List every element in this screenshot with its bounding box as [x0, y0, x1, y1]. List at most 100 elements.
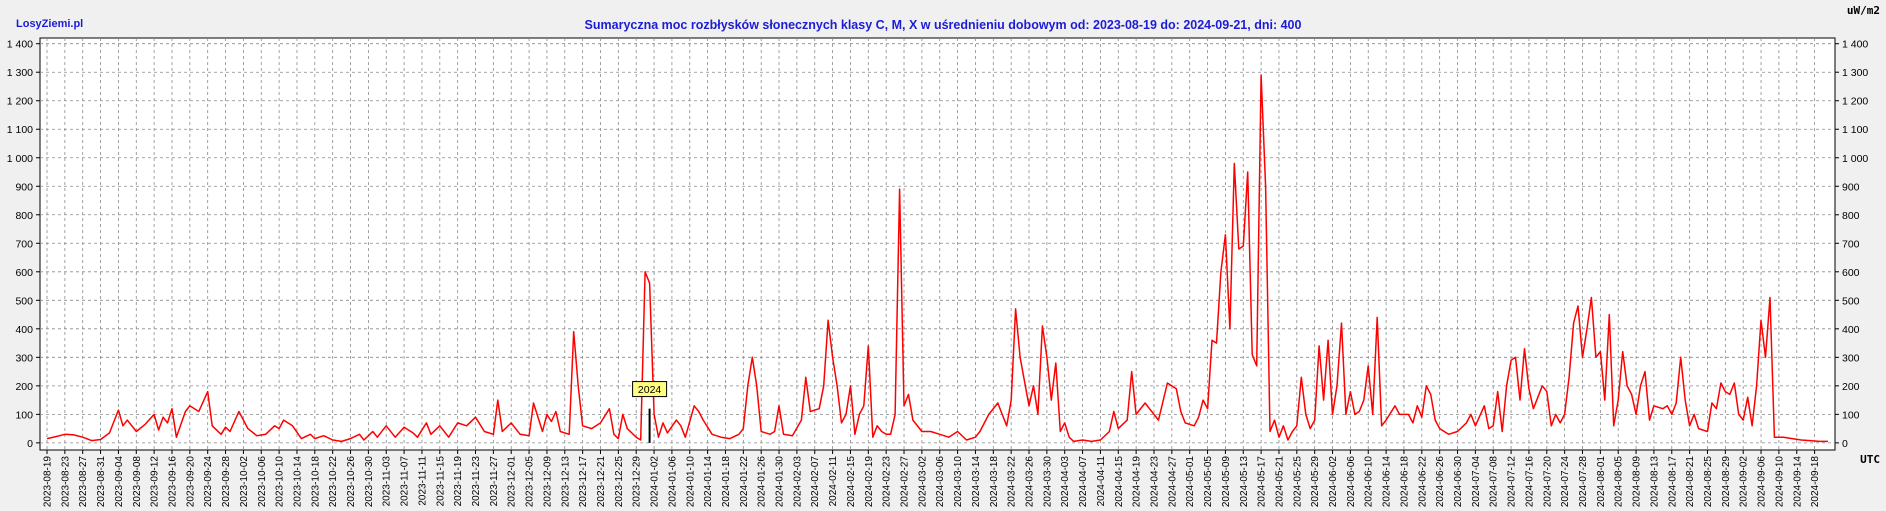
x-tick-label: 2024-01-22 — [739, 456, 750, 508]
x-tick-label: 2024-07-12 — [1507, 456, 1518, 508]
x-tick-label: 2023-10-10 — [275, 456, 286, 508]
x-tick-label: 2024-06-18 — [1399, 456, 1410, 508]
x-tick-label: 2024-05-09 — [1221, 456, 1232, 508]
y-tick-label-left: 700 — [15, 238, 33, 250]
x-tick-label: 2023-11-07 — [400, 456, 411, 507]
x-tick-label: 2023-12-01 — [507, 456, 518, 508]
y-tick-label-left: 1 200 — [7, 96, 33, 108]
x-tick-label: 2024-05-01 — [1185, 456, 1196, 508]
x-tick-label: 2024-09-18 — [1810, 456, 1821, 508]
x-tick-label: 2024-09-14 — [1792, 456, 1803, 508]
y-tick-label-left: 800 — [15, 210, 33, 222]
x-tick-label: 2023-09-20 — [185, 456, 196, 508]
x-tick-label: 2024-06-10 — [1364, 456, 1375, 508]
x-tick-label: 2024-03-10 — [953, 456, 964, 508]
x-tick-label: 2024-01-18 — [721, 456, 732, 508]
x-tick-label: 2023-09-16 — [167, 456, 178, 508]
x-tick-label: 2023-11-27 — [489, 456, 500, 507]
x-tick-label: 2024-06-02 — [1328, 456, 1339, 508]
x-tick-label: 2024-05-29 — [1310, 456, 1321, 508]
y-tick-label-left: 500 — [15, 295, 33, 307]
x-tick-label: 2023-11-11 — [417, 456, 428, 506]
x-tick-label: 2024-08-01 — [1596, 456, 1607, 508]
x-tick-label: 2024-02-15 — [846, 456, 857, 508]
x-tick-label: 2024-01-10 — [685, 456, 696, 508]
x-tick-label: 2024-08-05 — [1614, 456, 1625, 508]
x-tick-label: 2023-08-27 — [78, 456, 89, 508]
x-tick-label: 2024-02-27 — [900, 456, 911, 508]
x-tick-label: 2023-10-22 — [328, 456, 339, 508]
x-tick-label: 2024-05-13 — [1239, 456, 1250, 508]
x-tick-label: 2024-01-26 — [757, 456, 768, 508]
year-marker-label: 2024 — [638, 384, 662, 396]
x-tick-label: 2024-01-30 — [775, 456, 786, 508]
y-tick-label-right: 1 000 — [1842, 153, 1868, 165]
x-tick-label: 2024-05-17 — [1257, 456, 1268, 508]
x-tick-label: 2024-05-21 — [1274, 456, 1285, 508]
y-tick-label-right: 400 — [1842, 324, 1860, 336]
x-tick-label: 2024-06-14 — [1382, 456, 1393, 508]
x-tick-label: 2024-04-03 — [1060, 456, 1071, 508]
x-tick-label: 2024-07-20 — [1542, 456, 1553, 508]
x-tick-label: 2023-10-30 — [364, 456, 375, 508]
y-tick-label-left: 600 — [15, 267, 33, 279]
x-tick-label: 2023-09-08 — [132, 456, 143, 508]
x-tick-label: 2024-05-25 — [1292, 456, 1303, 508]
y-tick-label-left: 0 — [27, 438, 33, 450]
x-tick-label: 2024-04-19 — [1132, 456, 1143, 508]
x-tick-label: 2024-08-13 — [1649, 456, 1660, 508]
x-tick-label: 2024-02-23 — [882, 456, 893, 508]
y-tick-label-right: 900 — [1842, 181, 1860, 193]
x-tick-label: 2024-03-06 — [935, 456, 946, 508]
x-tick-label: 2023-11-23 — [471, 456, 482, 507]
y-tick-label-left: 1 400 — [7, 39, 33, 51]
x-tick-label: 2024-03-22 — [1007, 456, 1018, 508]
x-tick-label: 2023-11-03 — [382, 456, 393, 507]
x-tick-label: 2024-08-29 — [1721, 456, 1732, 508]
x-tick-label: 2024-07-16 — [1524, 456, 1535, 508]
x-tick-label: 2024-04-15 — [1114, 456, 1125, 508]
x-tick-label: 2024-07-08 — [1489, 456, 1500, 508]
x-tick-label: 2023-12-13 — [560, 456, 571, 508]
x-tick-label: 2024-08-25 — [1703, 456, 1714, 508]
y-tick-label-left: 1 300 — [7, 67, 33, 79]
chart-title: Sumaryczna moc rozbłysków słonecznych kl… — [585, 18, 1302, 32]
x-tick-label: 2024-04-11 — [1096, 456, 1107, 507]
y-tick-label-right: 800 — [1842, 210, 1860, 222]
x-tick-label: 2023-10-06 — [257, 456, 268, 508]
y-tick-label-left: 100 — [15, 409, 33, 421]
x-tick-label: 2023-08-19 — [43, 456, 54, 508]
x-tick-label: 2024-02-11 — [828, 456, 839, 507]
y-tick-label-right: 1 100 — [1842, 124, 1868, 136]
x-tick-label: 2024-02-03 — [792, 456, 803, 508]
x-tick-label: 2024-03-30 — [1042, 456, 1053, 508]
x-tick-label: 2024-09-02 — [1739, 456, 1750, 508]
y-tick-label-right: 1 400 — [1842, 39, 1868, 51]
y-tick-label-right: 600 — [1842, 267, 1860, 279]
x-tick-label: 2023-09-28 — [221, 456, 232, 508]
x-tick-label: 2023-10-02 — [239, 456, 250, 508]
x-tick-label: 2024-03-18 — [989, 456, 1000, 508]
x-tick-label: 2024-04-23 — [1149, 456, 1160, 508]
x-tick-label: 2024-08-17 — [1667, 456, 1678, 508]
x-tick-label: 2023-09-24 — [203, 456, 214, 508]
y-tick-label-right: 200 — [1842, 381, 1860, 393]
x-tick-label: 2023-10-14 — [292, 456, 303, 508]
x-tick-label: 2024-09-06 — [1757, 456, 1768, 508]
year-marker-box — [632, 381, 668, 398]
x-tick-label: 2023-11-15 — [435, 456, 446, 507]
x-tick-label: 2024-02-07 — [810, 456, 821, 508]
x-tick-label: 2024-06-06 — [1346, 456, 1357, 508]
x-tick-label: 2024-07-04 — [1471, 456, 1482, 508]
x-tick-label: 2023-12-05 — [525, 456, 536, 508]
y-tick-label-right: 0 — [1842, 438, 1848, 450]
x-tick-label: 2024-01-14 — [703, 456, 714, 508]
plot-area — [39, 37, 1836, 451]
x-unit-label: UTC — [1860, 453, 1880, 466]
x-tick-label: 2023-08-31 — [96, 456, 107, 508]
y-tick-label-right: 1 300 — [1842, 67, 1868, 79]
y-tick-label-right: 500 — [1842, 295, 1860, 307]
x-tick-label: 2024-08-09 — [1632, 456, 1643, 508]
x-tick-label: 2024-06-26 — [1435, 456, 1446, 508]
x-tick-label: 2024-08-21 — [1685, 456, 1696, 508]
